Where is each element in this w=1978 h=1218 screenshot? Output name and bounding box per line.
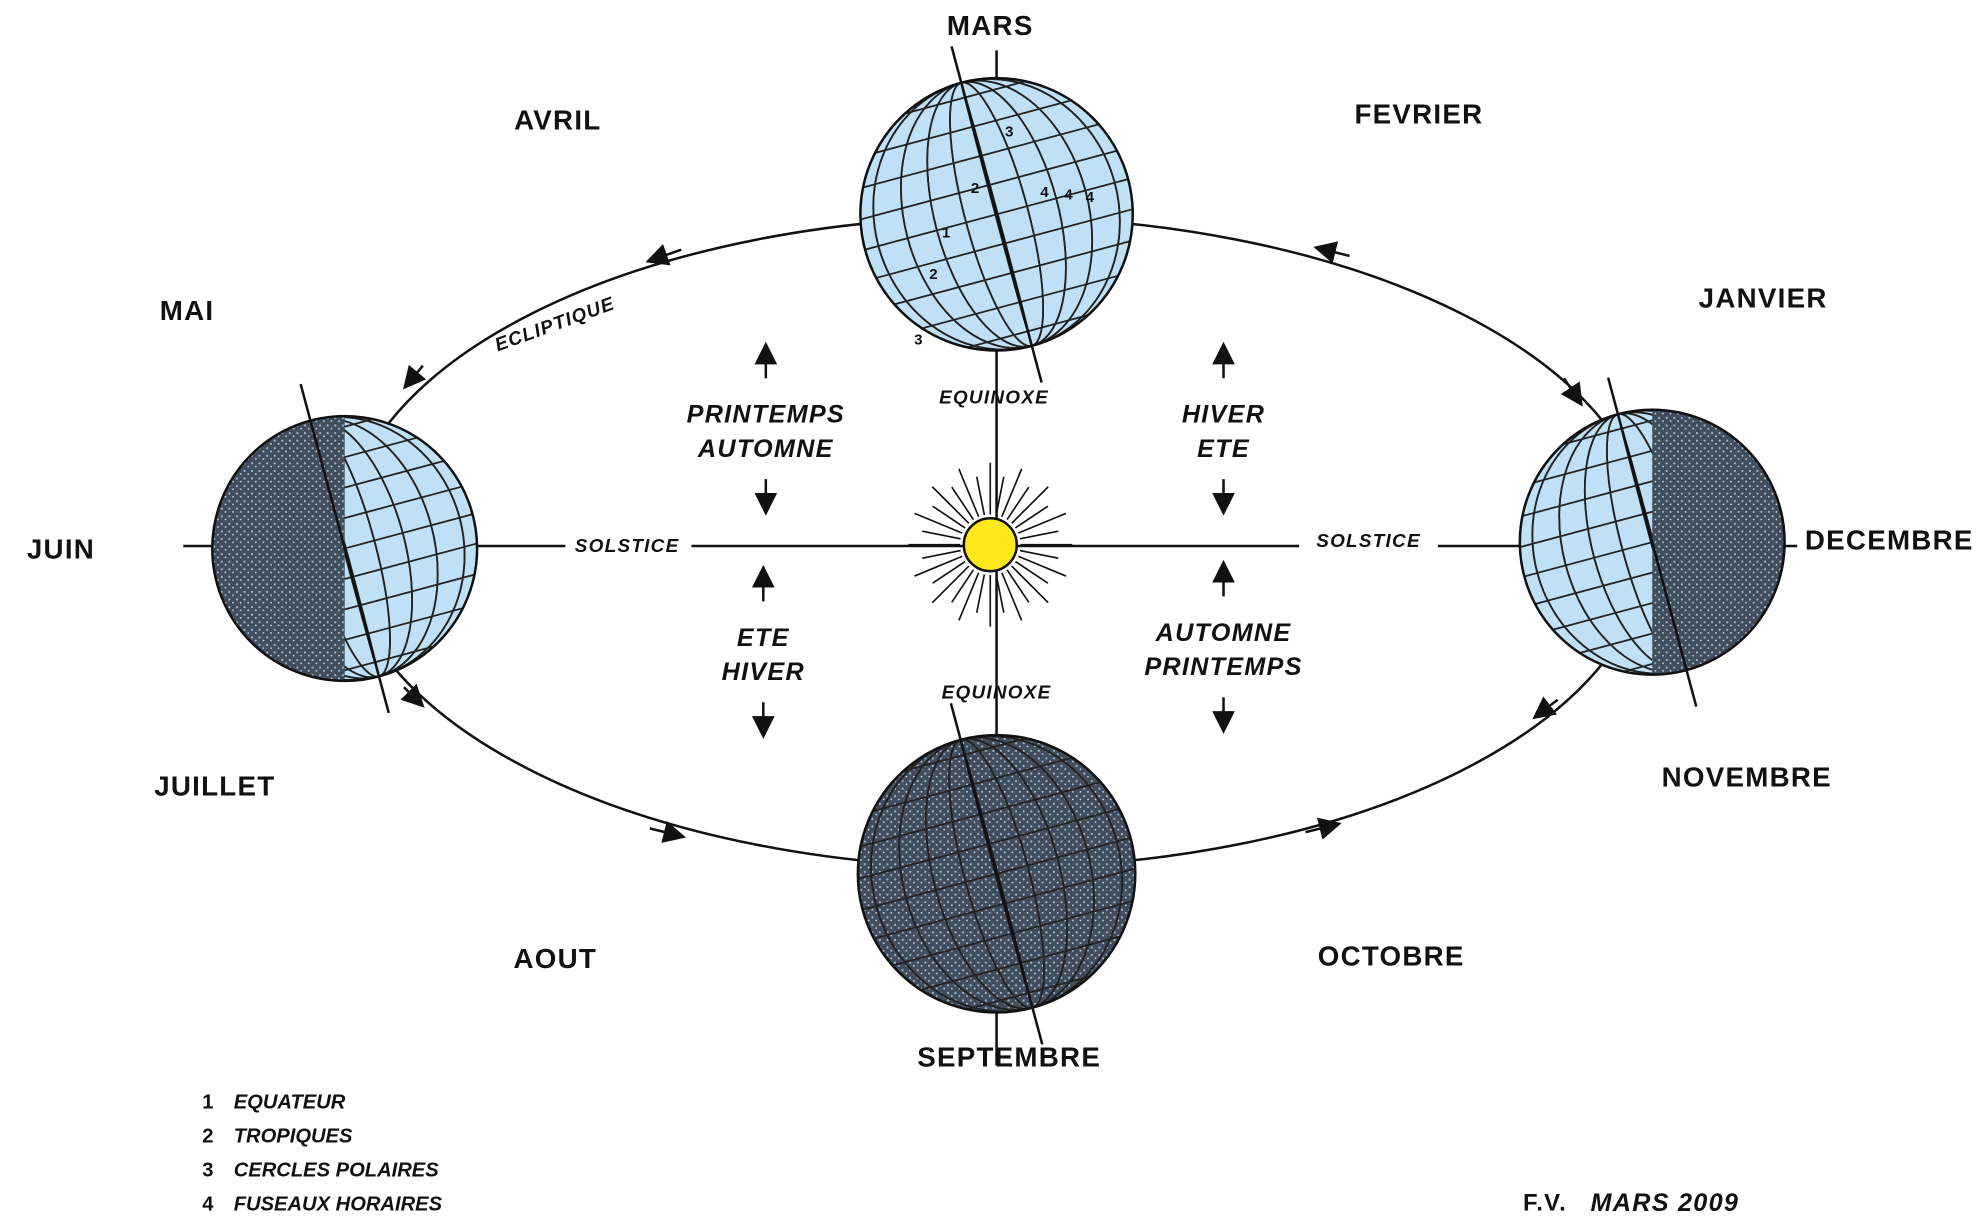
month-label: DECEMBRE — [1805, 525, 1974, 556]
globe-mark: 2 — [971, 180, 979, 197]
orbit-arrow — [1324, 250, 1349, 256]
sun-ray — [959, 573, 979, 621]
sun-ray — [933, 506, 965, 528]
sun-ray — [952, 570, 974, 602]
season-label: AUTOMNE — [1155, 619, 1292, 647]
month-label: JUILLET — [154, 770, 275, 801]
sun-ray — [959, 469, 979, 517]
season-label: AUTOMNE — [697, 435, 834, 463]
sun-ray — [915, 513, 963, 533]
legend-text: CERCLES POLAIRES — [234, 1160, 440, 1182]
signature-date: MARS 2009 — [1591, 1189, 1740, 1217]
month-label: JANVIER — [1699, 282, 1828, 313]
night-side — [212, 416, 344, 681]
sun-disc — [964, 518, 1017, 571]
globe-mark: 3 — [914, 331, 922, 348]
globe-mark: 1 — [942, 224, 950, 241]
month-label: SEPTEMBRE — [917, 1041, 1101, 1072]
sun-ray — [1018, 556, 1066, 576]
sun-ray — [1007, 487, 1029, 519]
signature-author: F.V. — [1523, 1189, 1567, 1216]
sun-ray — [1002, 573, 1022, 621]
sun — [908, 463, 1072, 627]
legend-number: 2 — [202, 1126, 213, 1148]
season-label: HIVER — [722, 658, 805, 686]
equinox-label: EQUINOXE — [942, 682, 1052, 703]
month-label: MARS — [947, 10, 1034, 41]
season-label: ETE — [737, 624, 790, 652]
sun-ray — [1018, 513, 1066, 533]
globe-mark: 3 — [1005, 123, 1013, 140]
month-label: AVRIL — [514, 105, 601, 136]
page: MARS FEVRIER JANVIER DECEMBRE NOVEMBRE O… — [0, 0, 1978, 1218]
month-label: OCTOBRE — [1318, 941, 1465, 972]
sun-ray — [933, 562, 965, 584]
sun-ray — [1002, 469, 1022, 517]
globe-mark: 2 — [929, 266, 937, 283]
solstice-label: SOLSTICE — [1316, 531, 1421, 552]
month-label: AOUT — [513, 943, 597, 974]
season-label: PRINTEMPS — [687, 401, 845, 429]
sun-ray — [977, 574, 985, 612]
legend-text: FUSEAUX HORAIRES — [234, 1194, 443, 1216]
globe-mark: 4 — [1086, 189, 1095, 206]
legend-number: 1 — [202, 1092, 213, 1114]
legend-text: TROPIQUES — [234, 1126, 353, 1148]
sun-ray — [1020, 531, 1058, 539]
diagram: MARS FEVRIER JANVIER DECEMBRE NOVEMBRE O… — [0, 0, 1978, 1218]
legend-text: EQUATEUR — [234, 1092, 346, 1114]
orbit-arrow — [1564, 378, 1577, 397]
equinox-label: EQUINOXE — [939, 387, 1049, 408]
season-label: ETE — [1197, 435, 1250, 463]
month-label: JUIN — [27, 533, 95, 564]
sun-ray — [1020, 551, 1058, 559]
night-side — [1652, 410, 1784, 675]
season-label: PRINTEMPS — [1144, 653, 1302, 681]
legend: 1 EQUATEUR 2 TROPIQUES 3 CERCLES POLAIRES 4 FUS… — [202, 1092, 442, 1216]
orbit-arrow — [650, 828, 675, 834]
sun-ray — [915, 556, 963, 576]
legend-number: 3 — [202, 1160, 213, 1182]
solstice-label: SOLSTICE — [575, 536, 680, 557]
globe-mark: 4 — [1064, 186, 1073, 203]
sun-ray — [1015, 506, 1047, 528]
globe-mark: 4 — [1040, 184, 1049, 201]
sun-ray — [922, 551, 960, 559]
sun-ray — [952, 487, 974, 519]
sun-ray — [977, 477, 985, 515]
legend-number: 4 — [202, 1194, 214, 1216]
sun-ray — [1015, 562, 1047, 584]
month-label: FEVRIER — [1354, 98, 1483, 129]
sun-ray — [922, 531, 960, 539]
month-label: MAI — [160, 295, 215, 326]
sun-ray — [1007, 570, 1029, 602]
month-label: NOVEMBRE — [1662, 762, 1832, 793]
season-label: HIVER — [1182, 401, 1265, 429]
orbit-arrow — [410, 366, 423, 381]
